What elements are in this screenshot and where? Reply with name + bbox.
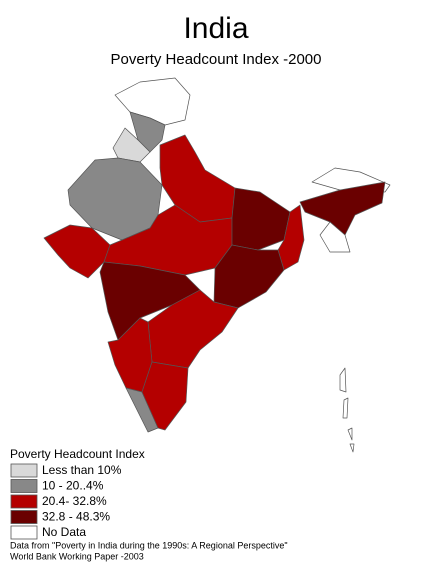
source: World Bank Working Paper -2003	[10, 551, 144, 561]
region	[319, 221, 351, 253]
source: Data from "Poverty in India during the 1…	[10, 540, 288, 550]
legend-swatch	[10, 494, 38, 509]
region	[277, 204, 305, 271]
legend-swatch	[10, 463, 38, 478]
region	[299, 181, 386, 236]
region	[43, 224, 111, 279]
region	[114, 77, 191, 126]
legend-swatch	[10, 479, 38, 493]
legend-label: No Data	[42, 525, 86, 539]
legend: Less than 10% 10 - 20..4%20.4- 32.8% 32.8 …	[10, 463, 122, 540]
legend-label: Less than 10%	[42, 463, 122, 477]
title: India	[183, 12, 248, 45]
legend-swatch	[10, 525, 38, 540]
region	[141, 361, 189, 431]
legend-title: Poverty Headcount Index	[10, 447, 145, 461]
subtitle: Poverty Headcount Index -2000	[111, 51, 322, 68]
legend-label: 20.4- 32.8%	[42, 494, 107, 508]
legend-label: 10 - 20..4%	[42, 479, 104, 493]
region	[339, 367, 355, 453]
legend-swatch	[10, 510, 38, 524]
map	[43, 77, 391, 453]
region	[231, 187, 291, 251]
legend-label: 32.8 - 48.3%	[42, 510, 110, 524]
